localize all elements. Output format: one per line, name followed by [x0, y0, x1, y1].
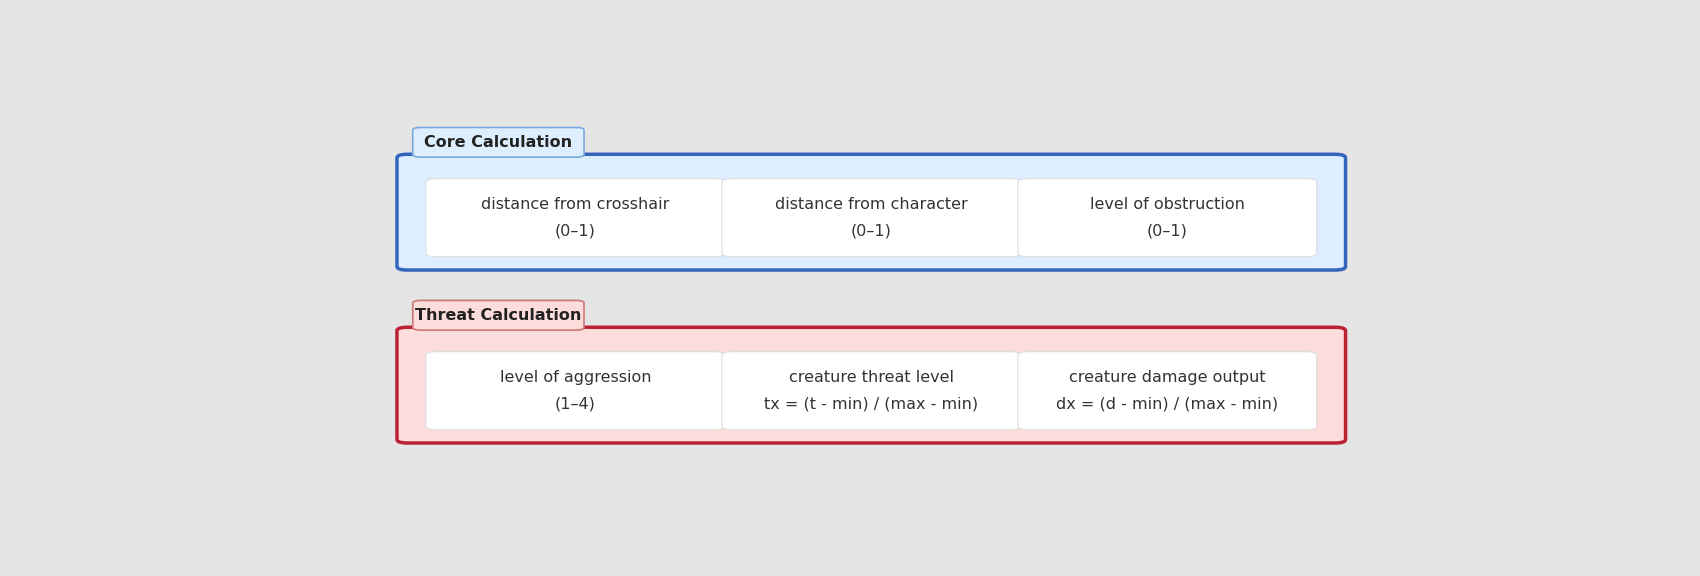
FancyBboxPatch shape [427, 351, 724, 430]
Text: level of aggression: level of aggression [500, 370, 651, 385]
Text: (0–1): (0–1) [554, 223, 595, 238]
Text: (0–1): (0–1) [850, 223, 892, 238]
FancyBboxPatch shape [1018, 351, 1316, 430]
Text: distance from character: distance from character [775, 197, 967, 212]
FancyBboxPatch shape [413, 301, 585, 330]
Text: tx = (t - min) / (max - min): tx = (t - min) / (max - min) [765, 396, 977, 411]
Text: creature damage output: creature damage output [1069, 370, 1265, 385]
FancyBboxPatch shape [722, 351, 1020, 430]
Text: dx = (d - min) / (max - min): dx = (d - min) / (max - min) [1056, 396, 1278, 411]
Text: (1–4): (1–4) [554, 396, 595, 411]
Text: creature threat level: creature threat level [789, 370, 954, 385]
FancyBboxPatch shape [396, 327, 1345, 443]
FancyBboxPatch shape [396, 154, 1345, 270]
Text: distance from crosshair: distance from crosshair [481, 197, 670, 212]
Text: level of obstruction: level of obstruction [1090, 197, 1244, 212]
FancyBboxPatch shape [722, 179, 1020, 257]
Text: (0–1): (0–1) [1148, 223, 1188, 238]
FancyBboxPatch shape [427, 179, 724, 257]
FancyBboxPatch shape [1018, 179, 1316, 257]
FancyBboxPatch shape [413, 127, 585, 157]
Text: Core Calculation: Core Calculation [425, 135, 573, 150]
Text: Threat Calculation: Threat Calculation [415, 308, 581, 323]
